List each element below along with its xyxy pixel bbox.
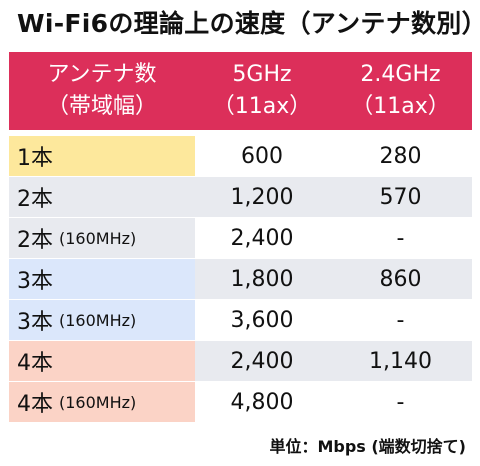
header-24ghz-label: 2.4GHz [360, 62, 441, 87]
header-24ghz: 2.4GHz （11ax） [329, 52, 472, 130]
antenna-label: 3本 [17, 310, 53, 335]
speed-24ghz-cell: 570 [379, 184, 422, 210]
speed-24ghz-cell: 280 [379, 143, 422, 169]
speed-24ghz-cell: - [396, 389, 405, 415]
speed-5ghz-cell: 4,800 [230, 389, 294, 415]
antenna-label: 3本 [17, 269, 53, 294]
header-5ghz-label: 5GHz [232, 62, 292, 87]
header-antenna-label: アンテナ数 [47, 62, 157, 87]
antenna-label: 4本 [17, 351, 53, 376]
speed-5ghz-cell: 2,400 [230, 225, 294, 251]
table-row: 3本 1,800 860 [9, 259, 472, 299]
antenna-cell: 3本 (160MHz) [9, 300, 195, 340]
speed-5ghz-cell: 1,800 [230, 266, 294, 292]
speed-5ghz-cell: 600 [241, 143, 283, 169]
speed-5ghz-cell: 2,400 [230, 348, 294, 374]
table-row: 1本 600 280 [9, 136, 472, 176]
antenna-cell: 4本 [9, 341, 195, 381]
header-24ghz-standard: （11ax） [351, 94, 450, 119]
header-bandwidth-label: （帯域幅） [46, 94, 157, 119]
unit-footnote: 単位：Mbps (端数切捨て) [269, 437, 466, 456]
table-row: 2本 (160MHz) 2,400 - [9, 218, 472, 258]
antenna-label: 1本 [17, 146, 53, 171]
bandwidth-label: (160MHz) [59, 310, 137, 330]
speed-24ghz-cell: 860 [379, 266, 422, 292]
antenna-cell: 3本 [9, 259, 195, 299]
antenna-label: 2本 [17, 187, 53, 212]
antenna-cell: 1本 [9, 136, 195, 176]
antenna-cell: 2本 (160MHz) [9, 218, 195, 258]
speed-table: アンテナ数 （帯域幅） 5GHz （11ax） 2.4GHz （11ax） 1本… [9, 52, 472, 422]
table-header: アンテナ数 （帯域幅） 5GHz （11ax） 2.4GHz （11ax） [9, 52, 472, 130]
page-title: Wi-Fi6の理論上の速度（アンテナ数別） [17, 9, 480, 38]
bandwidth-label: (160MHz) [59, 392, 137, 412]
table-row: 2本 1,200 570 [9, 177, 472, 217]
header-5ghz-standard: （11ax） [212, 94, 312, 119]
speed-5ghz-cell: 3,600 [230, 307, 294, 333]
antenna-label: 2本 [17, 228, 53, 253]
table-row: 4本 2,400 1,140 [9, 341, 472, 381]
speed-24ghz-cell: 1,140 [369, 348, 432, 374]
header-antenna-count: アンテナ数 （帯域幅） [9, 52, 195, 130]
antenna-label: 4本 [17, 392, 53, 417]
antenna-cell: 2本 [9, 177, 195, 217]
antenna-cell: 4本 (160MHz) [9, 382, 195, 422]
table-row: 3本 (160MHz) 3,600 - [9, 300, 472, 340]
speed-24ghz-cell: - [396, 225, 405, 251]
table-row: 4本 (160MHz) 4,800 - [9, 382, 472, 422]
bandwidth-label: (160MHz) [59, 228, 137, 248]
header-5ghz: 5GHz （11ax） [195, 52, 329, 130]
speed-5ghz-cell: 1,200 [230, 184, 294, 210]
speed-24ghz-cell: - [396, 307, 405, 333]
